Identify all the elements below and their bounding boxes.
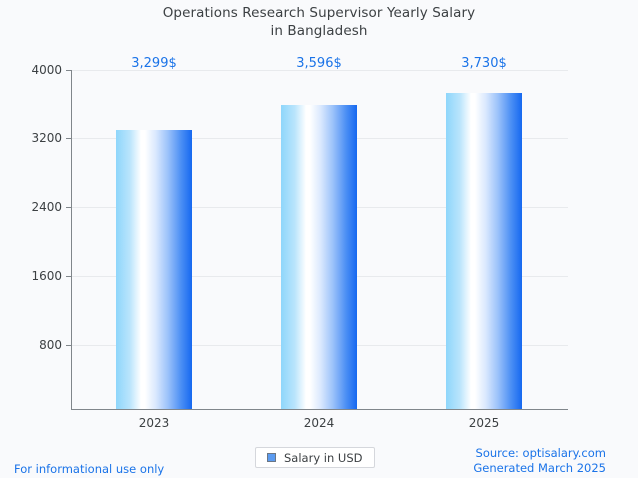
bar-value-label-2024: 3,596$ bbox=[296, 56, 342, 71]
x-axis-line bbox=[71, 409, 568, 410]
y-tick-label-4000: 4000 bbox=[31, 63, 62, 77]
legend-label-salary: Salary in USD bbox=[284, 450, 363, 465]
chart-legend[interactable]: Salary in USD bbox=[255, 447, 375, 468]
chart-title-line-2: in Bangladesh bbox=[270, 23, 368, 39]
legend-swatch-icon bbox=[267, 453, 276, 462]
y-tick-label-1600: 1600 bbox=[31, 269, 62, 283]
x-tick-label-2024: 2024 bbox=[303, 416, 335, 430]
y-tick-mark-2400 bbox=[66, 207, 71, 208]
chart-title-line-1: Operations Research Supervisor Yearly Sa… bbox=[162, 5, 476, 21]
bar-2023[interactable] bbox=[116, 130, 192, 409]
bar-2024[interactable] bbox=[281, 105, 357, 409]
y-tick-mark-1600 bbox=[66, 276, 71, 277]
y-tick-mark-4000 bbox=[66, 70, 71, 71]
generated-date-text: Generated March 2025 bbox=[473, 461, 606, 475]
source-attribution: Source: optisalary.com Generated March 2… bbox=[473, 446, 606, 476]
y-tick-label-3200: 3200 bbox=[31, 131, 62, 145]
y-tick-label-800: 800 bbox=[39, 338, 62, 352]
gridline-4000 bbox=[72, 70, 568, 71]
bar-value-label-2023: 3,299$ bbox=[131, 56, 177, 71]
source-text: Source: optisalary.com bbox=[475, 446, 606, 460]
y-tick-label-2400: 2400 bbox=[31, 200, 62, 214]
plot-area bbox=[72, 70, 568, 409]
chart-title: Operations Research Supervisor Yearly Sa… bbox=[0, 4, 638, 40]
disclaimer-text: For informational use only bbox=[14, 462, 165, 476]
y-axis-line bbox=[71, 70, 72, 410]
bar-2025[interactable] bbox=[446, 93, 522, 409]
x-tick-label-2023: 2023 bbox=[138, 416, 170, 430]
y-tick-mark-800 bbox=[66, 345, 71, 346]
x-tick-label-2025: 2025 bbox=[468, 416, 500, 430]
bar-value-label-2025: 3,730$ bbox=[461, 56, 507, 71]
y-tick-mark-3200 bbox=[66, 138, 71, 139]
